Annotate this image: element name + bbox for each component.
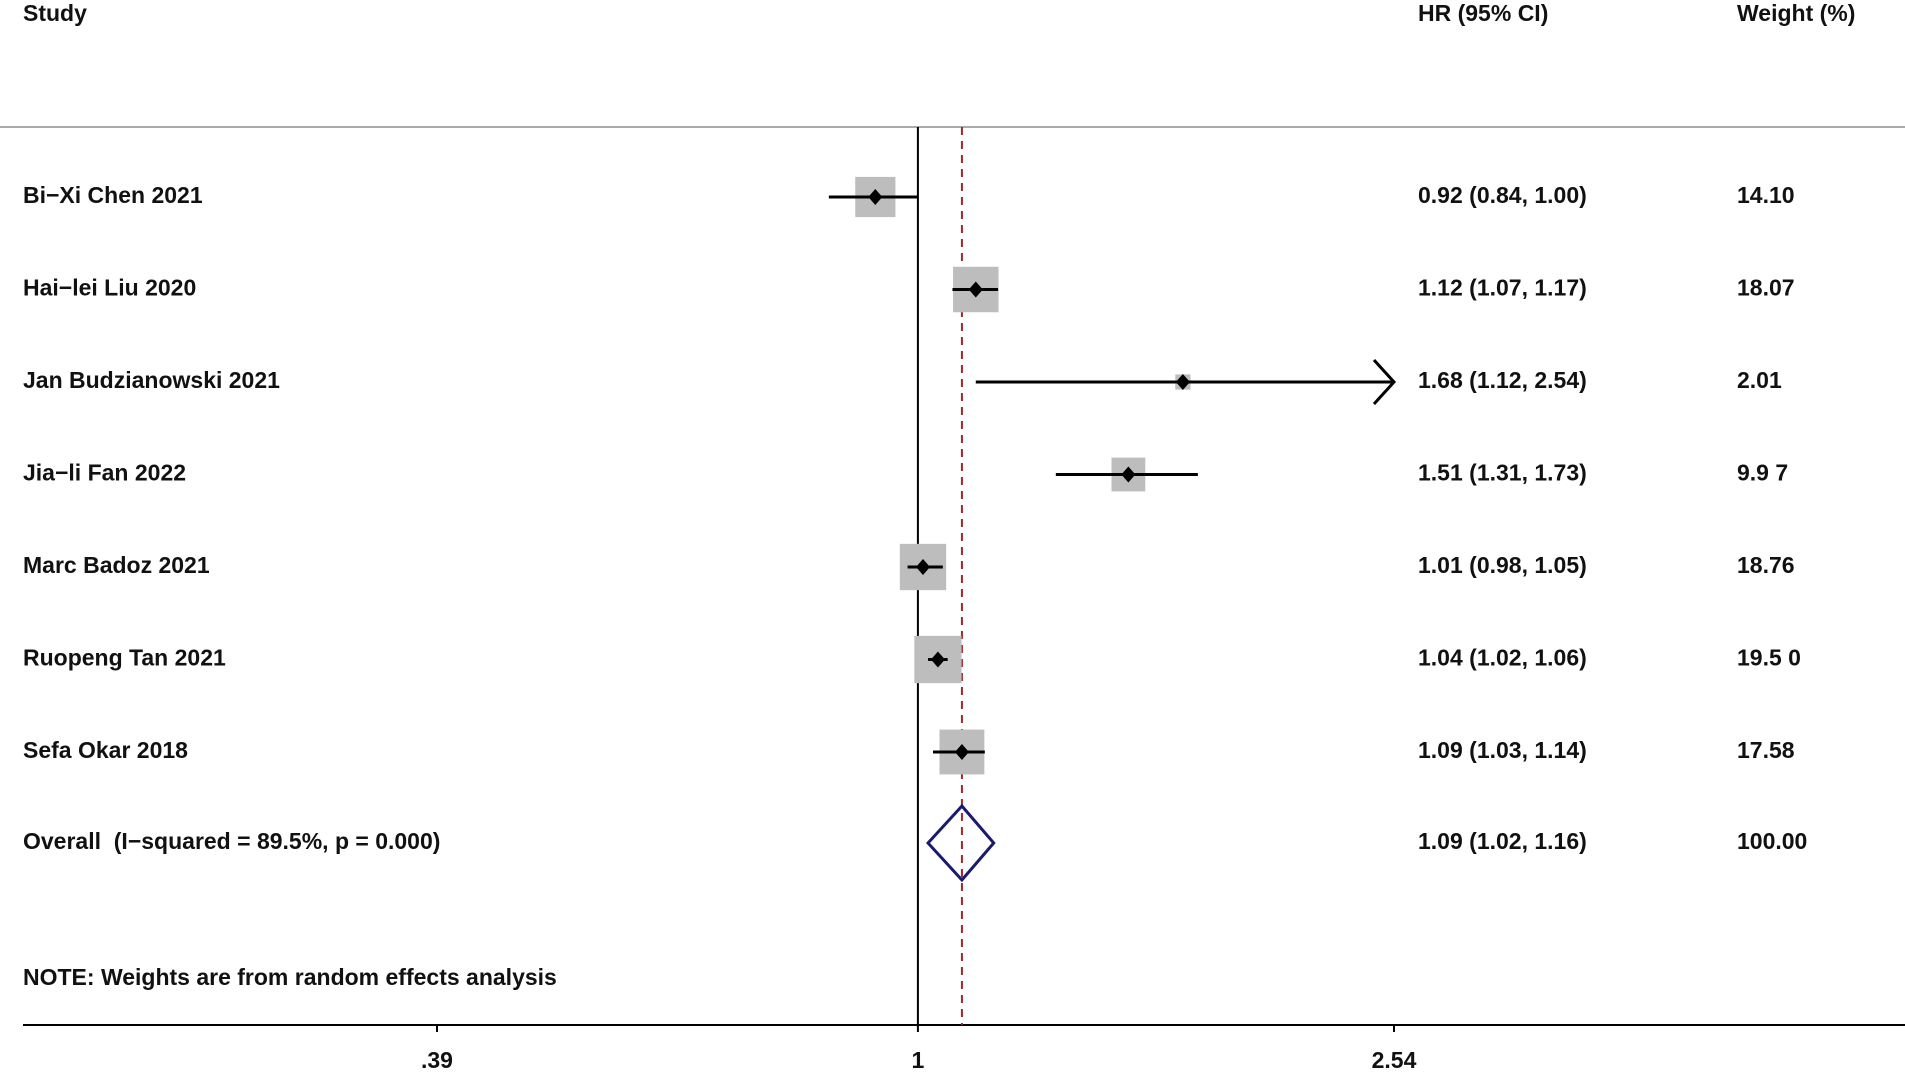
note: NOTE: Weights are from random effects an… xyxy=(23,964,557,990)
estimate-label: 1.51 (1.31, 1.73) xyxy=(1418,460,1587,486)
study-label: Jan Budzianowski 2021 xyxy=(23,367,280,393)
x-tick-label: 2.54 xyxy=(1372,1047,1417,1073)
x-tick-label: .39 xyxy=(421,1047,453,1073)
study-label: Bi−Xi Chen 2021 xyxy=(23,182,203,208)
overall-diamond xyxy=(925,803,996,883)
column-header: HR (95% CI) xyxy=(1418,0,1548,26)
x-tick-label: 1 xyxy=(912,1047,925,1073)
point-estimate xyxy=(954,744,969,760)
weight-label: 18.07 xyxy=(1737,275,1795,301)
study-label: Sefa Okar 2018 xyxy=(23,737,188,763)
study-label: Marc Badoz 2021 xyxy=(23,552,210,578)
estimate-label: 1.01 (0.98, 1.05) xyxy=(1418,552,1587,578)
column-header: Study xyxy=(23,0,87,26)
weight-label: 2.01 xyxy=(1737,367,1782,393)
study-label: Ruopeng Tan 2021 xyxy=(23,645,226,671)
estimate-label: 1.09 (1.02, 1.16) xyxy=(1418,828,1587,854)
estimate-label: 0.92 (0.84, 1.00) xyxy=(1418,182,1587,208)
weight-label: 18.76 xyxy=(1737,552,1795,578)
estimate-label: 1.09 (1.03, 1.14) xyxy=(1418,737,1587,763)
weight-label: 100.00 xyxy=(1737,828,1807,854)
estimate-label: 1.68 (1.12, 2.54) xyxy=(1418,367,1587,393)
overall-label: Overall (I−squared = 89.5%, p = 0.000) xyxy=(23,828,440,854)
weight-label: 14.10 xyxy=(1737,182,1795,208)
weight-label: 17.58 xyxy=(1737,737,1795,763)
point-estimate xyxy=(915,559,930,575)
study-label: Hai−lei Liu 2020 xyxy=(23,275,196,301)
estimate-label: 1.12 (1.07, 1.17) xyxy=(1418,275,1587,301)
estimate-label: 1.04 (1.02, 1.06) xyxy=(1418,645,1587,671)
point-estimate xyxy=(1175,374,1190,390)
ci-arrow xyxy=(1372,358,1397,406)
point-estimate xyxy=(930,651,945,668)
point-estimate xyxy=(1121,466,1136,483)
weight-label: 9.9 7 xyxy=(1737,460,1788,486)
point-estimate xyxy=(868,189,883,205)
point-estimate xyxy=(968,281,983,298)
column-header: Weight (%) xyxy=(1737,0,1855,26)
study-label: Jia−li Fan 2022 xyxy=(23,460,186,486)
weight-label: 19.5 0 xyxy=(1737,645,1801,671)
